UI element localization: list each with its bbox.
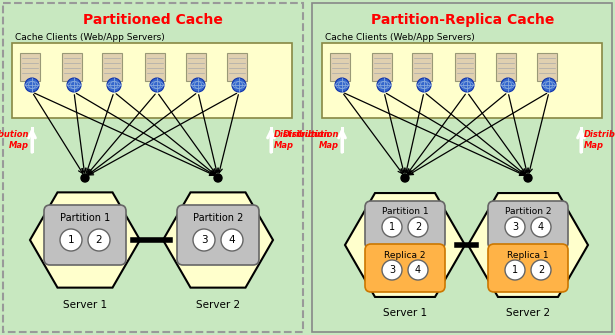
Text: Cache Clients (Web/App Servers): Cache Clients (Web/App Servers)	[15, 34, 165, 43]
Bar	[496, 53, 516, 81]
Circle shape	[524, 174, 532, 182]
Circle shape	[382, 217, 402, 237]
Text: Partition 2: Partition 2	[193, 213, 243, 223]
Polygon shape	[30, 192, 140, 288]
Bar	[322, 43, 602, 118]
Circle shape	[191, 78, 205, 92]
Circle shape	[382, 260, 402, 280]
Bar	[412, 53, 432, 81]
Text: Server 1: Server 1	[63, 300, 107, 310]
Circle shape	[221, 229, 243, 251]
Circle shape	[417, 78, 431, 92]
Text: 1: 1	[389, 222, 395, 232]
Text: Replica 2: Replica 2	[384, 251, 426, 260]
Text: Partitioned Cache: Partitioned Cache	[83, 13, 223, 27]
Text: Distribution
Map: Distribution Map	[282, 130, 339, 150]
Text: 4: 4	[415, 265, 421, 275]
Circle shape	[107, 78, 121, 92]
Circle shape	[408, 217, 428, 237]
FancyBboxPatch shape	[365, 201, 445, 249]
FancyBboxPatch shape	[44, 205, 126, 265]
Text: Server 2: Server 2	[196, 300, 240, 310]
Text: Partition 2: Partition 2	[505, 207, 551, 216]
Circle shape	[401, 174, 409, 182]
Circle shape	[531, 217, 551, 237]
Bar	[372, 53, 392, 81]
Circle shape	[232, 78, 246, 92]
FancyBboxPatch shape	[488, 201, 568, 249]
Text: Distribution
Map: Distribution Map	[584, 130, 615, 150]
Bar	[330, 53, 350, 81]
Text: Server 1: Server 1	[383, 308, 427, 318]
Text: Replica 1: Replica 1	[507, 251, 549, 260]
Text: Partition-Replica Cache: Partition-Replica Cache	[371, 13, 555, 27]
Bar	[145, 53, 165, 81]
Text: 4: 4	[538, 222, 544, 232]
Bar	[62, 53, 82, 81]
Circle shape	[505, 217, 525, 237]
Circle shape	[501, 78, 515, 92]
Circle shape	[150, 78, 164, 92]
Text: 4: 4	[229, 235, 236, 245]
Bar	[537, 53, 557, 81]
Text: Server 2: Server 2	[506, 308, 550, 318]
Bar	[186, 53, 206, 81]
Bar	[312, 3, 612, 332]
Circle shape	[531, 260, 551, 280]
Bar	[227, 53, 247, 81]
Text: 3: 3	[512, 222, 518, 232]
Text: 2: 2	[538, 265, 544, 275]
Text: 2: 2	[415, 222, 421, 232]
Circle shape	[60, 229, 82, 251]
Bar	[102, 53, 122, 81]
Text: 3: 3	[200, 235, 207, 245]
Text: Distribution
Map: Distribution Map	[274, 130, 330, 150]
Polygon shape	[163, 192, 273, 288]
Circle shape	[193, 229, 215, 251]
Circle shape	[214, 174, 222, 182]
FancyBboxPatch shape	[365, 244, 445, 292]
Bar	[3, 3, 303, 332]
Circle shape	[81, 174, 89, 182]
Text: 1: 1	[68, 235, 74, 245]
Polygon shape	[468, 193, 588, 297]
Circle shape	[408, 260, 428, 280]
Circle shape	[505, 260, 525, 280]
Bar	[20, 53, 40, 81]
Circle shape	[25, 78, 39, 92]
Text: 2: 2	[96, 235, 102, 245]
Circle shape	[377, 78, 391, 92]
Circle shape	[67, 78, 81, 92]
Bar	[455, 53, 475, 81]
Text: 3: 3	[389, 265, 395, 275]
Circle shape	[542, 78, 556, 92]
FancyBboxPatch shape	[177, 205, 259, 265]
Circle shape	[460, 78, 474, 92]
Text: Distribution
Map: Distribution Map	[0, 130, 29, 150]
FancyBboxPatch shape	[488, 244, 568, 292]
Bar	[12, 43, 292, 118]
Circle shape	[88, 229, 110, 251]
Text: 1: 1	[512, 265, 518, 275]
Text: Partition 1: Partition 1	[382, 207, 428, 216]
Text: Partition 1: Partition 1	[60, 213, 110, 223]
Polygon shape	[345, 193, 465, 297]
Text: Cache Clients (Web/App Servers): Cache Clients (Web/App Servers)	[325, 34, 475, 43]
Circle shape	[335, 78, 349, 92]
